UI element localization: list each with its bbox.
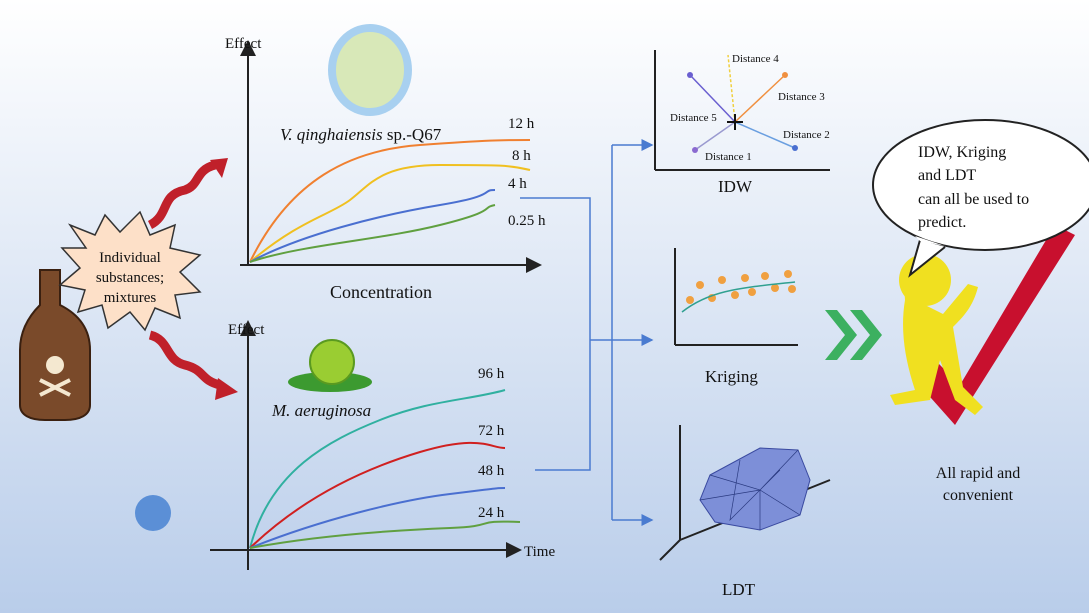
bottle [19, 269, 91, 421]
distance-label: Distance 5 [670, 112, 717, 124]
curve-label: 24 h [478, 505, 505, 521]
method-title: IDW [718, 177, 753, 196]
method-title: Kriging [705, 367, 758, 386]
distance-label: Distance 1 [705, 151, 752, 163]
kriging-axes [674, 248, 798, 346]
method-title: LDT [722, 580, 756, 599]
arrow-head [215, 378, 238, 400]
bubble-text: can all be used to [918, 191, 1029, 208]
curve [249, 189, 496, 263]
conclusion: convenient [943, 487, 1014, 504]
curve [249, 389, 506, 549]
curve [249, 204, 496, 263]
curve-label: 0.25 h [508, 213, 546, 229]
idw-plot [687, 54, 798, 153]
curve-label: 96 h [478, 366, 505, 382]
burst [58, 210, 202, 332]
kriging-points [686, 270, 796, 304]
organism-suffix: sp.-Q67 [387, 125, 442, 144]
organism-italic: V. qinghaiensis [280, 125, 383, 144]
curve [249, 139, 531, 263]
idw-axes [654, 50, 830, 171]
distance-label: Distance 2 [783, 129, 830, 141]
algae-image [288, 339, 372, 392]
curve [249, 163, 531, 263]
y-label: Effect [228, 322, 265, 338]
curve [249, 487, 506, 549]
burst-label: substances; [96, 270, 164, 286]
burst-label: mixtures [104, 290, 157, 306]
connectors [520, 139, 654, 526]
curve-label: 72 h [478, 423, 505, 439]
curve [249, 520, 521, 549]
speech-bubble [872, 119, 1089, 278]
organism: M. aeruginosa [271, 401, 371, 420]
curve-label: 4 h [508, 176, 527, 192]
check-mark [915, 225, 1075, 425]
curve-label: 48 h [478, 463, 505, 479]
organism: V. qinghaiensis sp.-Q67 [280, 125, 442, 144]
algae-image [328, 24, 412, 116]
arrow-head [210, 158, 228, 178]
curve [249, 441, 506, 549]
ldt-mesh [699, 449, 801, 530]
bubble-text: and LDT [918, 167, 976, 184]
arrow [147, 160, 217, 230]
curve-label: 12 h [508, 116, 535, 132]
kriging-fit [681, 281, 796, 313]
curve-label: 8 h [512, 148, 531, 164]
bubble-text: IDW, Kriging [918, 144, 1006, 161]
x-label: Time [524, 544, 555, 560]
bubble-text: predict. [918, 214, 966, 231]
distance-label: Distance 4 [732, 53, 779, 65]
burst-label: Individual [99, 250, 161, 266]
conclusion: All rapid and [936, 465, 1020, 482]
distance-label: Distance 3 [778, 91, 825, 103]
dot [135, 495, 171, 531]
x-label: Concentration [330, 282, 432, 302]
y-label: Effect [225, 36, 262, 52]
chevrons [825, 310, 882, 360]
arrow [148, 330, 222, 390]
